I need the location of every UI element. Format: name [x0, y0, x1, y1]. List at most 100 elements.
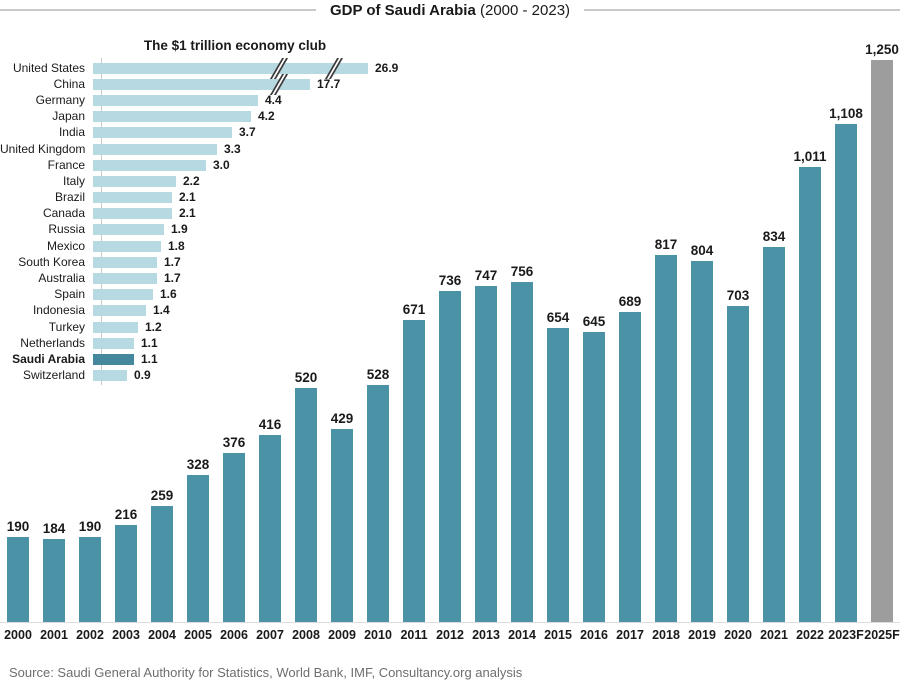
bar-2019: [691, 261, 713, 622]
x-axis-label-2022: 2022: [796, 628, 824, 642]
x-axis-label-2008: 2008: [292, 628, 320, 642]
x-axis-label-2018: 2018: [652, 628, 680, 642]
inset-row-france: France 3.0: [0, 157, 420, 173]
x-axis-label-2005: 2005: [184, 628, 212, 642]
country-bar-wrap: [93, 192, 172, 204]
country-bar: [93, 175, 176, 187]
country-label: Mexico: [46, 238, 85, 253]
country-label: Turkey: [48, 319, 85, 334]
bar-2004: [151, 506, 173, 622]
bar-value-label-2019: 804: [690, 243, 714, 258]
x-axis-label-2002: 2002: [76, 628, 104, 642]
country-label: Spain: [54, 287, 85, 302]
bar-column-2012: 736: [432, 273, 468, 622]
inset-row-india: India 3.7: [0, 125, 420, 141]
source-note: Source: Saudi General Authority for Stat…: [9, 665, 523, 680]
bar-2002: [79, 537, 101, 622]
country-bar: [93, 159, 206, 171]
country-label: Indonesia: [32, 303, 85, 318]
bar-column-2023F: 1,108: [828, 106, 864, 622]
bar-column-2020: 703: [720, 288, 756, 622]
country-label: Netherlands: [20, 335, 85, 350]
country-value-label: 4.2: [258, 109, 275, 124]
bar-2008: [295, 388, 317, 622]
page-title: GDP of Saudi Arabia (2000 - 2023): [0, 2, 900, 19]
country-value-label: 1.4: [153, 303, 170, 318]
bar-2015: [547, 328, 569, 622]
trillion-club-inset-chart: The $1 trillion economy club United Stat…: [0, 36, 420, 385]
bar-column-2002: 190: [72, 519, 108, 622]
inset-row-netherlands: Netherlands 1.1: [0, 335, 420, 351]
country-label: Russia: [48, 222, 85, 237]
x-axis-label-2007: 2007: [256, 628, 284, 642]
country-bar-wrap: [93, 127, 232, 139]
bar-value-label-2004: 259: [150, 488, 174, 503]
bar-value-label-2023F: 1,108: [829, 106, 863, 121]
main-bar-chart: 190 184 190 216 259 328 376 416 520 429 528 671 736 7…: [0, 32, 900, 622]
x-axis-label-2025F: 2025F: [864, 628, 900, 642]
x-axis-label-2015: 2015: [544, 628, 572, 642]
country-bar-wrap: [93, 111, 251, 123]
bar-value-label-2002: 190: [78, 519, 102, 534]
bar-value-label-2016: 645: [582, 314, 606, 329]
bar-2000: [7, 537, 29, 622]
country-label: Germany: [35, 92, 85, 107]
country-bar: [93, 353, 134, 365]
x-axis-label-2021: 2021: [760, 628, 788, 642]
bar-column-2021: 834: [756, 229, 792, 622]
country-bar-wrap: [93, 224, 164, 236]
country-value-label: 3.7: [239, 125, 256, 140]
bar-column-2019: 804: [684, 243, 720, 622]
bar-value-label-2018: 817: [654, 237, 678, 252]
country-bar-wrap: [93, 73, 310, 95]
inset-row-japan: Japan 4.2: [0, 109, 420, 125]
bar-column-2008: 520: [288, 370, 324, 622]
country-bar-wrap: [93, 289, 153, 301]
inset-row-switzerland: Switzerland 0.9: [0, 368, 420, 384]
inset-row-united-kingdom: United Kingdom 3.3: [0, 141, 420, 157]
country-value-label: 1.2: [145, 319, 162, 334]
country-bar: [93, 289, 153, 301]
bar-value-label-2009: 429: [330, 411, 354, 426]
bar-2012: [439, 291, 461, 622]
bar-column-2015: 654: [540, 310, 576, 622]
bar-2017: [619, 312, 641, 622]
country-bar: [93, 127, 232, 139]
inset-row-south-korea: South Korea 1.7: [0, 254, 420, 270]
country-value-label: 2.1: [179, 190, 196, 205]
country-bar-wrap: [93, 321, 138, 333]
x-axis-label-2000: 2000: [4, 628, 32, 642]
bar-2007: [259, 435, 281, 622]
country-bar-wrap: [93, 57, 368, 79]
country-bar: [93, 273, 157, 285]
bar-2011: [403, 320, 425, 622]
x-axis-label-2003: 2003: [112, 628, 140, 642]
country-bar-wrap: [93, 208, 172, 220]
bar-2013: [475, 286, 497, 622]
country-bar-wrap: [93, 94, 258, 106]
country-bar: [93, 240, 161, 252]
country-bar-wrap: [93, 305, 146, 317]
inset-row-indonesia: Indonesia 1.4: [0, 303, 420, 319]
x-axis-label-2016: 2016: [580, 628, 608, 642]
country-value-label: 1.1: [141, 335, 158, 350]
bar-column-2011: 671: [396, 302, 432, 622]
country-bar-wrap: [93, 353, 134, 365]
country-bar-wrap: [93, 337, 134, 349]
bar-value-label-2011: 671: [402, 302, 426, 317]
x-axis-label-2010: 2010: [364, 628, 392, 642]
bar-value-label-2015: 654: [546, 310, 570, 325]
country-label: Switzerland: [22, 368, 85, 383]
inset-row-russia: Russia 1.9: [0, 222, 420, 238]
bar-2022: [799, 167, 821, 622]
inset-row-australia: Australia 1.7: [0, 270, 420, 286]
bar-2006: [223, 453, 245, 622]
bar-value-label-2022: 1,011: [793, 149, 827, 164]
country-label: Japan: [52, 109, 85, 124]
x-axis-label-2014: 2014: [508, 628, 536, 642]
country-bar-wrap: [93, 256, 157, 268]
country-value-label: 3.0: [213, 157, 230, 172]
inset-row-canada: Canada 2.1: [0, 206, 420, 222]
inset-rows: United States 26.9 China 17.7 Germany 4.4 Japa…: [0, 57, 420, 384]
